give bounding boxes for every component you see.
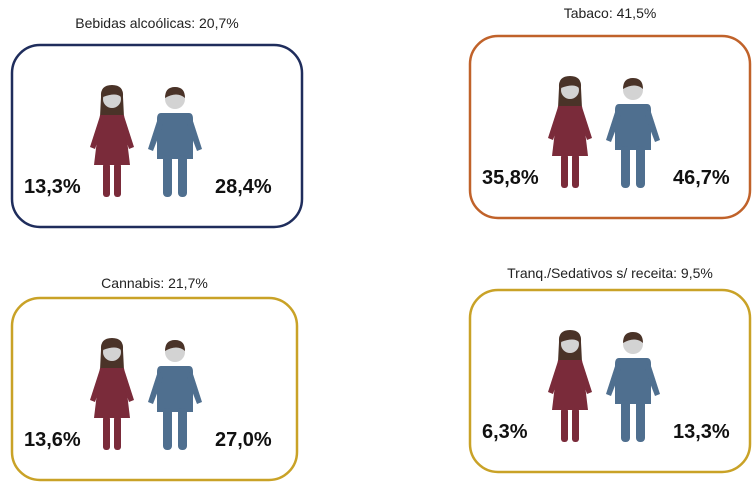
boy-icon	[148, 87, 202, 197]
boy-icon	[606, 78, 660, 188]
panel-title: Bebidas alcoólicas: 20,7%	[75, 15, 238, 31]
panel-box	[468, 34, 752, 220]
girl-icon	[548, 76, 592, 188]
panel-box	[10, 43, 304, 229]
panel: Tranq./Sedativos s/ receita: 9,5% 6,3% 13,…	[468, 265, 752, 474]
female-value: 13,6%	[24, 429, 81, 451]
female-value: 13,3%	[24, 176, 81, 198]
panel-box	[468, 288, 752, 474]
panel: Cannabis: 21,7% 13,6% 27,0%	[10, 275, 299, 482]
male-value: 46,7%	[673, 167, 730, 189]
girl-icon	[90, 338, 134, 450]
panel-box	[10, 296, 299, 482]
panel: Tabaco: 41,5% 35,8% 46,7%	[468, 5, 752, 220]
male-value: 28,4%	[215, 176, 272, 198]
male-value: 27,0%	[215, 429, 272, 451]
panel-title: Tabaco: 41,5%	[564, 5, 657, 21]
female-value: 6,3%	[482, 421, 528, 443]
female-value: 35,8%	[482, 167, 539, 189]
panel-title: Tranq./Sedativos s/ receita: 9,5%	[507, 265, 713, 281]
panel: Bebidas alcoólicas: 20,7% 13,3% 28,4%	[10, 15, 304, 229]
girl-icon	[90, 85, 134, 197]
boy-icon	[148, 340, 202, 450]
panel-title: Cannabis: 21,7%	[101, 275, 208, 291]
girl-icon	[548, 330, 592, 442]
male-value: 13,3%	[673, 421, 730, 443]
boy-icon	[606, 332, 660, 442]
